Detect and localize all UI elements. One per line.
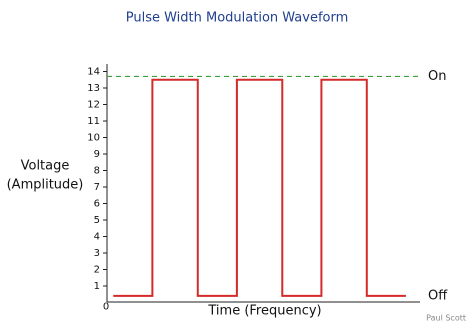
y-tick-label: 1 — [94, 281, 100, 292]
y-tick-label: 13 — [87, 83, 100, 94]
off-label: Off — [428, 288, 448, 303]
x-axis-label: Time (Frequency) — [207, 304, 321, 319]
chart-title: Pulse Width Modulation Waveform — [126, 11, 349, 26]
y-tick-label: 9 — [94, 149, 100, 160]
y-tick-label: 6 — [94, 199, 100, 210]
on-label: On — [428, 69, 446, 84]
y-tick-label: 3 — [94, 248, 100, 259]
y-tick-label: 5 — [94, 215, 100, 226]
y-axis-label: (Amplitude) — [7, 178, 84, 193]
y-tick-label: 10 — [87, 133, 100, 144]
y-tick-label: 8 — [94, 166, 100, 177]
y-tick-label: 7 — [94, 182, 100, 193]
y-tick-label: 14 — [87, 67, 100, 78]
waveform-line — [113, 78, 406, 297]
y-tick-label: 2 — [94, 265, 100, 276]
y-axis-label: Voltage — [21, 159, 70, 174]
y-tick-label: 12 — [87, 100, 100, 111]
y-tick-label: 11 — [87, 116, 100, 127]
credit: Paul Scott — [426, 314, 466, 323]
y-tick-label: 4 — [94, 232, 100, 243]
y-tick-label: 0 — [103, 302, 109, 313]
